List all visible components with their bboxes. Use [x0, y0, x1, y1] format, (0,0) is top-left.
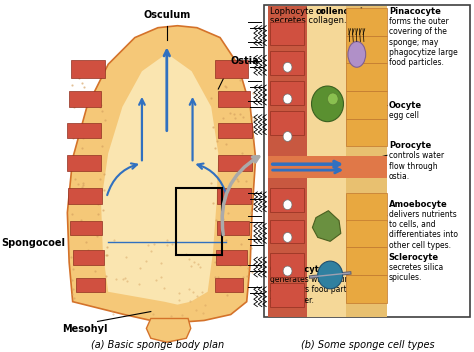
- Text: Porocyte: Porocyte: [389, 142, 431, 150]
- Text: Lophocyte or: Lophocyte or: [270, 7, 327, 16]
- Text: forms the outer
covering of the
sponge; may
phagocytize large
food particles.: forms the outer covering of the sponge; …: [389, 17, 457, 68]
- Bar: [346, 193, 387, 221]
- Circle shape: [311, 86, 344, 122]
- Text: secretes silica
spicules.: secretes silica spicules.: [389, 263, 443, 283]
- Bar: [270, 51, 303, 75]
- Bar: [219, 91, 250, 107]
- Bar: [346, 247, 387, 275]
- Bar: [71, 60, 105, 78]
- Text: Ostia: Ostia: [231, 56, 259, 66]
- Bar: [346, 220, 387, 247]
- Bar: [270, 188, 303, 212]
- Polygon shape: [146, 319, 191, 342]
- Bar: [67, 155, 101, 171]
- Text: generates water current
and filters food particles
from water.: generates water current and filters food…: [270, 275, 364, 305]
- Text: Oocyte: Oocyte: [389, 101, 422, 110]
- Bar: [346, 63, 387, 91]
- Bar: [270, 283, 303, 307]
- Bar: [68, 188, 102, 204]
- Bar: [264, 5, 471, 318]
- Text: (a) Basic sponge body plan: (a) Basic sponge body plan: [91, 340, 225, 350]
- Bar: [176, 188, 222, 255]
- Text: controls water
flow through
ostia.: controls water flow through ostia.: [389, 151, 444, 181]
- Bar: [218, 221, 249, 235]
- Bar: [219, 155, 252, 171]
- Bar: [215, 278, 243, 292]
- Bar: [216, 250, 246, 265]
- Text: Sclerocyte: Sclerocyte: [389, 253, 439, 262]
- Text: Spongocoel: Spongocoel: [1, 238, 65, 248]
- Bar: [346, 119, 387, 146]
- Text: (b) Some sponge cell types: (b) Some sponge cell types: [301, 340, 434, 350]
- Bar: [270, 111, 303, 134]
- Text: egg cell: egg cell: [389, 111, 419, 120]
- Bar: [346, 8, 387, 36]
- Bar: [67, 122, 101, 138]
- Bar: [219, 122, 252, 138]
- Circle shape: [283, 266, 292, 276]
- Bar: [270, 253, 303, 277]
- Circle shape: [328, 93, 338, 105]
- Text: Mesohyl: Mesohyl: [62, 325, 108, 334]
- Bar: [346, 6, 387, 316]
- Bar: [270, 22, 303, 45]
- Circle shape: [283, 232, 292, 242]
- Bar: [270, 81, 303, 105]
- Circle shape: [283, 94, 292, 104]
- Text: Choanocyte: Choanocyte: [270, 265, 326, 274]
- Bar: [70, 221, 102, 235]
- Bar: [346, 36, 387, 63]
- Bar: [69, 91, 101, 107]
- Bar: [270, 220, 303, 243]
- Bar: [268, 6, 307, 316]
- Bar: [346, 275, 387, 303]
- Text: Pinacocyte: Pinacocyte: [389, 7, 441, 16]
- Circle shape: [318, 261, 343, 289]
- Text: Osculum: Osculum: [143, 10, 191, 20]
- Circle shape: [283, 132, 292, 142]
- Bar: [76, 278, 105, 292]
- Ellipse shape: [348, 42, 365, 67]
- Polygon shape: [101, 54, 219, 304]
- Bar: [346, 91, 387, 119]
- Text: delivers nutrients
to cells, and
differentiates into
other cell types.: delivers nutrients to cells, and differe…: [389, 210, 458, 250]
- Bar: [215, 60, 248, 78]
- Bar: [73, 250, 104, 265]
- Bar: [307, 6, 346, 316]
- Bar: [268, 156, 387, 178]
- Text: Amoebocyte: Amoebocyte: [389, 200, 447, 209]
- Text: secretes collagen.: secretes collagen.: [270, 16, 346, 25]
- Circle shape: [283, 200, 292, 210]
- Polygon shape: [312, 211, 341, 241]
- Text: collenocyte: collenocyte: [316, 7, 371, 16]
- Bar: [218, 188, 251, 204]
- Circle shape: [283, 62, 292, 72]
- Polygon shape: [67, 26, 255, 322]
